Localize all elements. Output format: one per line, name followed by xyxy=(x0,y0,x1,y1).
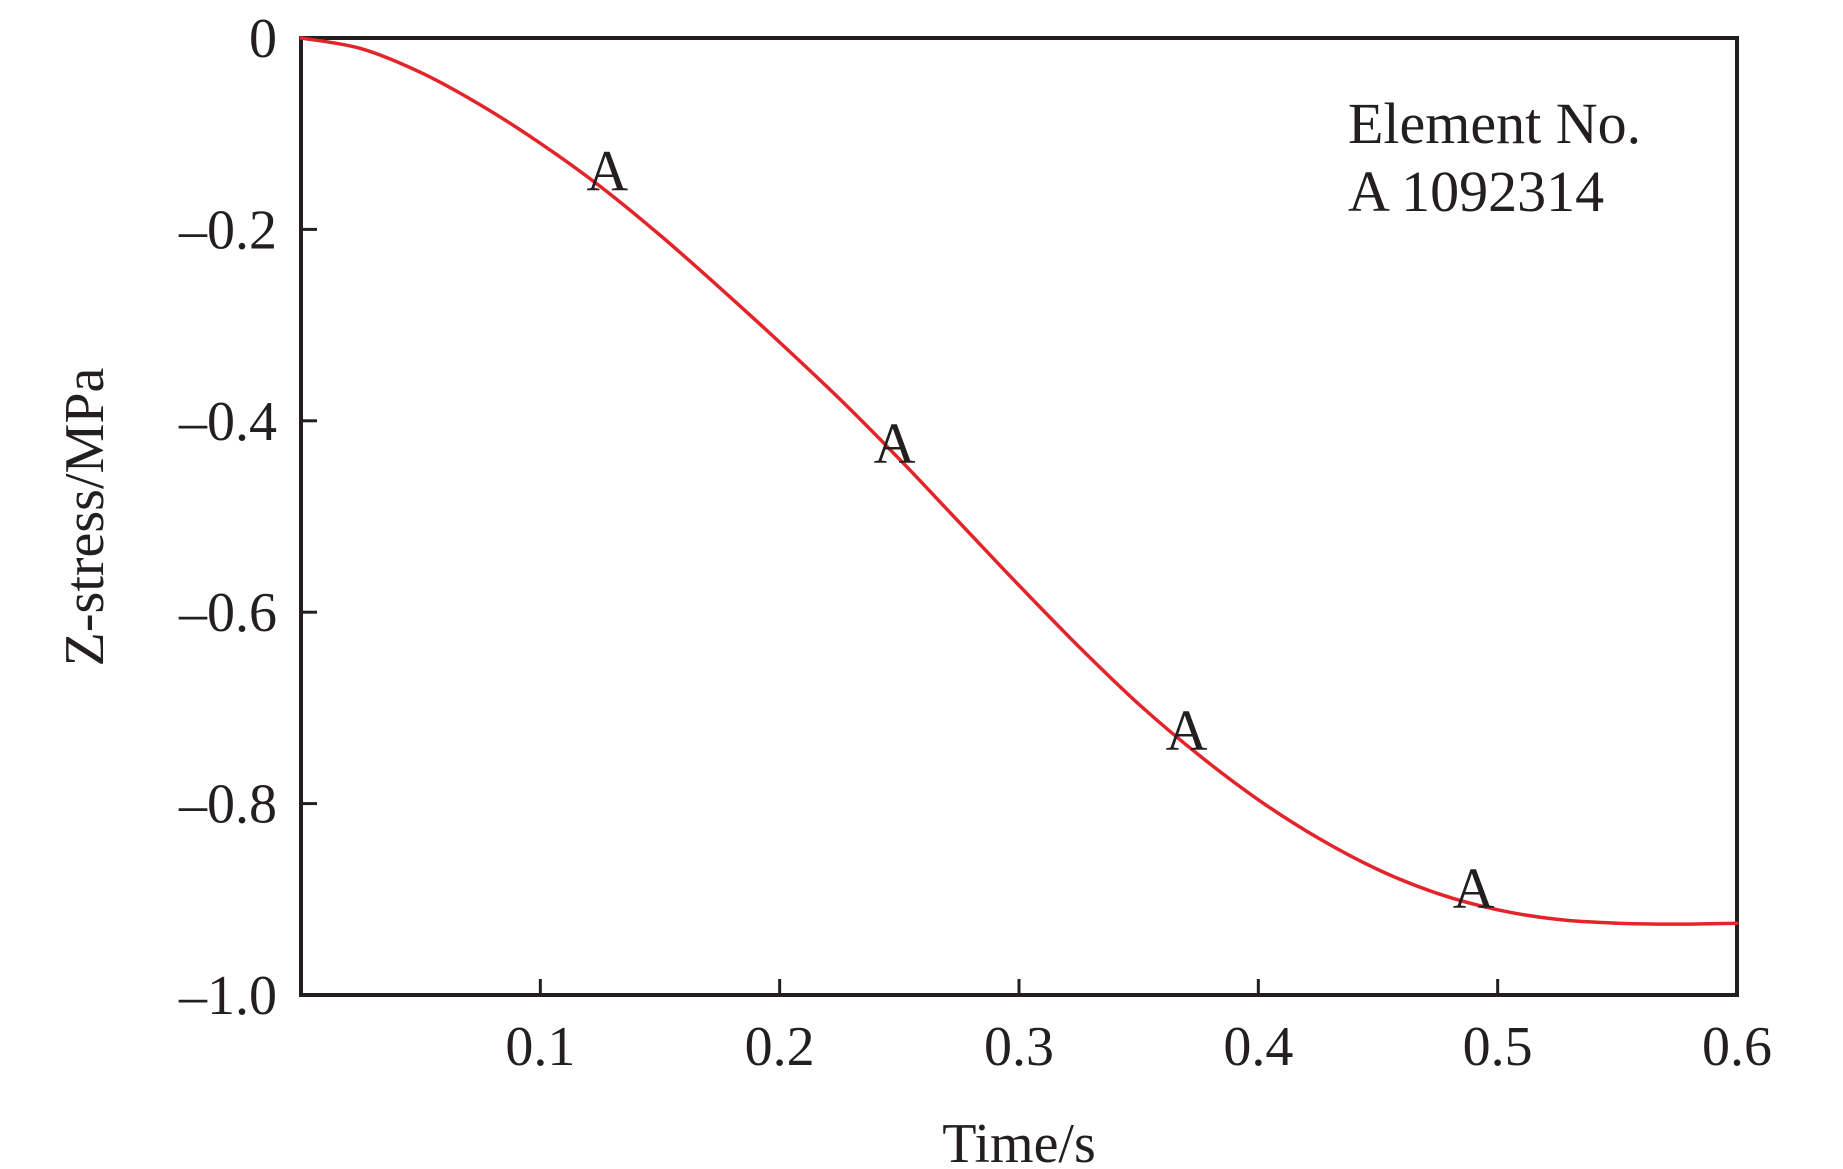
legend: Element No. A 1092314 xyxy=(1348,91,1641,224)
series-marker-label: A xyxy=(586,138,628,203)
x-tick-label: 0.4 xyxy=(1223,1016,1293,1078)
series-marker-label: A xyxy=(1166,698,1208,763)
series-line xyxy=(299,36,1739,926)
y-tick-label: –1.0 xyxy=(178,965,277,1027)
x-tick-label: 0.2 xyxy=(745,1016,815,1078)
marker-labels: A A A A xyxy=(586,138,1494,921)
y-tick-label: –0.4 xyxy=(178,391,277,453)
legend-title: Element No. xyxy=(1348,91,1641,156)
x-axis-ticks: 0.1 0.2 0.3 0.4 0.5 0.6 xyxy=(505,979,1772,1078)
series-layer xyxy=(299,36,1739,926)
y-tick-label: –0.6 xyxy=(178,582,277,644)
y-tick-label: 0 xyxy=(249,8,277,70)
x-tick-label: 0.1 xyxy=(505,1016,575,1078)
legend-entry: A 1092314 xyxy=(1348,159,1604,224)
x-axis-title: Time/s xyxy=(942,1113,1096,1169)
y-tick-label: –0.8 xyxy=(178,774,277,836)
y-axis-ticks: 0 –0.2 –0.4 –0.6 –0.8 –1.0 xyxy=(178,8,317,1027)
y-tick-label: –0.2 xyxy=(178,199,277,261)
y-axis-title: Z-stress/MPa xyxy=(54,368,116,667)
series-marker-label: A xyxy=(874,411,916,476)
x-tick-label: 0.3 xyxy=(984,1016,1054,1078)
x-tick-label: 0.6 xyxy=(1702,1016,1772,1078)
series-marker-label: A xyxy=(1453,856,1495,921)
x-tick-label: 0.5 xyxy=(1463,1016,1533,1078)
